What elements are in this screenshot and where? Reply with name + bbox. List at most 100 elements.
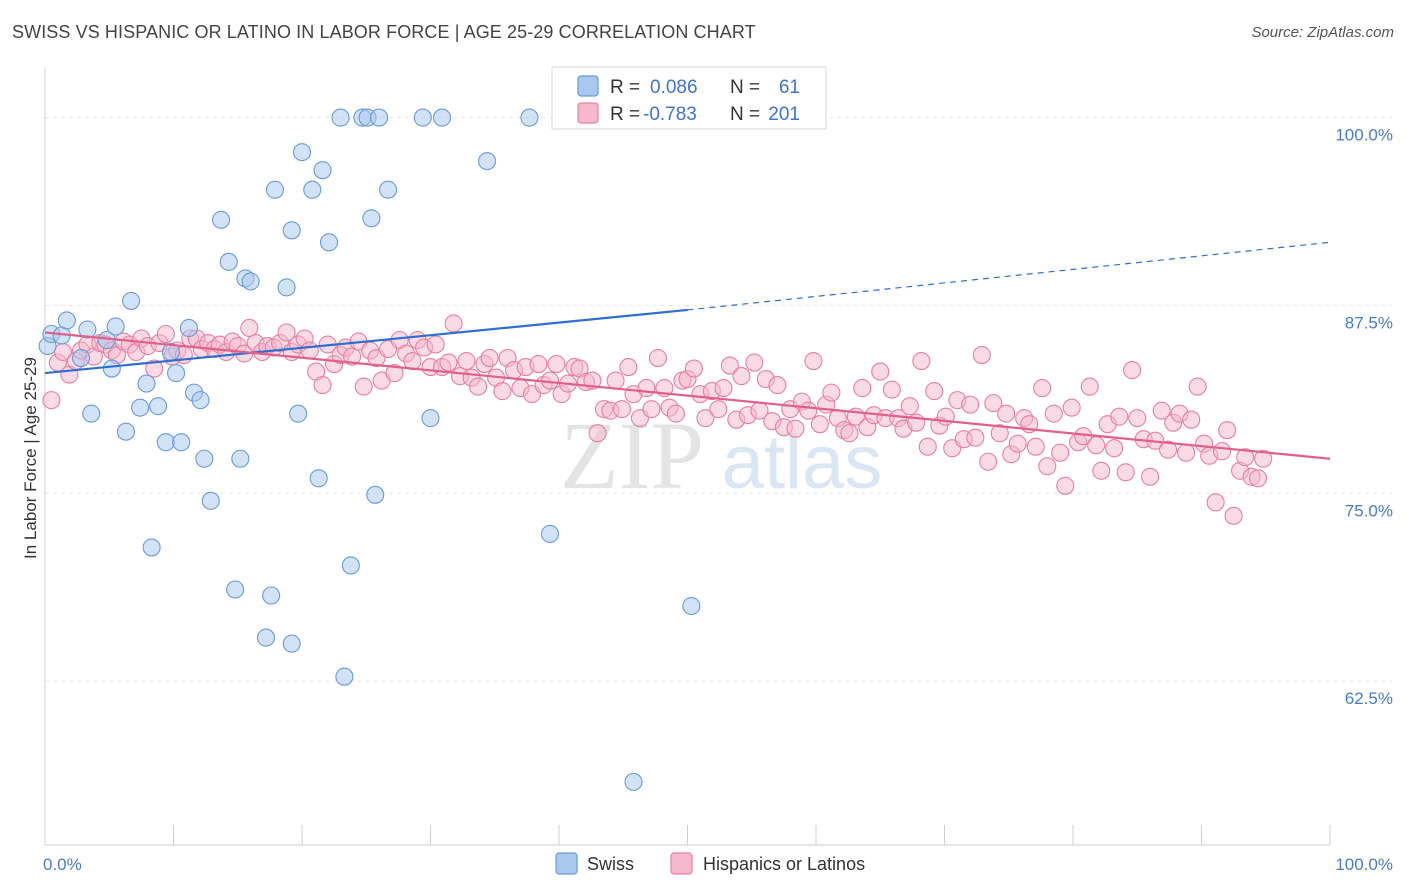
swiss-point-38 — [292, 143, 312, 162]
hisp-point-73 — [480, 348, 499, 368]
swiss-point-27 — [226, 580, 245, 599]
hisp-point-111 — [709, 400, 728, 419]
hisp-point-185 — [1152, 401, 1171, 420]
hisp-point-115 — [732, 367, 751, 386]
hisp-point-159 — [997, 404, 1016, 423]
hisp-point-50 — [343, 347, 362, 366]
swiss-point-41 — [313, 161, 332, 180]
bottom-legend-swiss: Swiss — [587, 854, 634, 874]
hisp-point-101 — [648, 348, 667, 368]
legend-swatch-hisp — [577, 102, 599, 124]
swiss-point-12 — [131, 398, 150, 417]
swiss-point-35 — [282, 221, 301, 240]
hisp-point-189 — [1177, 443, 1196, 462]
hisp-point-91 — [588, 424, 607, 443]
swiss-point-16 — [156, 433, 175, 452]
swiss-point-14 — [142, 538, 161, 557]
hisp-point-104 — [666, 404, 685, 423]
swiss-point-9 — [106, 317, 125, 336]
hisp-point-181 — [1128, 409, 1147, 428]
swiss-point-55 — [477, 152, 497, 171]
hisp-point-107 — [684, 359, 703, 378]
hisp-point-133 — [840, 424, 859, 443]
hisp-point-135 — [853, 379, 872, 398]
bottom-legend-swatch-hisp — [670, 852, 693, 875]
swiss-point-54 — [433, 108, 452, 127]
hisp-point-183 — [1141, 467, 1160, 486]
trend-lines — [44, 241, 1331, 460]
hisp-point-156 — [979, 452, 998, 471]
hisp-point-154 — [966, 428, 985, 447]
hisp-point-71 — [468, 377, 488, 396]
hisp-point-180 — [1123, 361, 1142, 380]
swiss-point-53 — [421, 409, 440, 428]
hisp-point-186 — [1159, 440, 1178, 459]
swiss-point-51 — [379, 180, 398, 199]
hisp-point-164 — [1026, 437, 1045, 456]
legend-swatch-swiss — [577, 75, 599, 97]
swiss-point-58 — [624, 772, 643, 791]
tick-labels: 62.5% 75.0% 87.5% 100.0% 0.0% 100.0% — [43, 126, 1393, 874]
hisp-point-43 — [300, 341, 319, 360]
legend-hisp-n-value: 201 — [768, 104, 800, 125]
hisp-point-94 — [606, 371, 625, 390]
hisp-point-194 — [1206, 493, 1225, 512]
hisp-point-169 — [1056, 476, 1075, 495]
hisp-point-64 — [426, 335, 445, 354]
hisp-point-130 — [822, 383, 841, 402]
swiss-point-8 — [102, 359, 121, 378]
swiss-point-19 — [172, 433, 191, 452]
hisp-point-143 — [900, 397, 919, 416]
hisp-point-158 — [990, 424, 1009, 443]
hisp-point-157 — [984, 394, 1003, 413]
hisp-point-199 — [1236, 448, 1255, 467]
hisp-point-153 — [961, 395, 980, 414]
y-tick-label-2: 87.5% — [1345, 313, 1393, 332]
swiss-point-52 — [413, 108, 432, 127]
swiss-point-36 — [282, 634, 301, 653]
hisp-trend-line — [44, 331, 1331, 460]
top-legend: R = 0.086 N = 61 R = -0.783 N = 201 — [551, 66, 827, 130]
hisp-point-96 — [619, 358, 638, 377]
swiss-point-30 — [241, 272, 260, 291]
bottom-legend-swatch-swiss — [555, 852, 578, 875]
hisp-point-179 — [1116, 463, 1135, 482]
hisp-point-202 — [1254, 449, 1273, 468]
swiss-point-24 — [201, 491, 220, 510]
hisp-point-190 — [1182, 410, 1201, 429]
chart-source: Source: ZipAtlas.com — [1251, 24, 1394, 41]
hisp-point-196 — [1218, 421, 1237, 440]
hisp-point-75 — [493, 382, 512, 401]
hisp-point-146 — [918, 437, 937, 456]
swiss-point-13 — [137, 374, 156, 393]
hisp-point-126 — [799, 401, 818, 420]
swiss-point-10 — [116, 422, 136, 441]
hisp-point-17 — [145, 359, 164, 378]
swiss-point-32 — [262, 586, 281, 605]
hisp-point-81 — [529, 355, 548, 374]
chart-title: SWISS VS HISPANIC OR LATINO IN LABOR FOR… — [12, 22, 756, 42]
swiss-point-57 — [540, 524, 560, 543]
swiss-point-44 — [335, 667, 354, 686]
swiss-point-23 — [195, 449, 214, 468]
hisp-point-138 — [871, 362, 890, 381]
swiss-point-11 — [122, 291, 141, 310]
hisp-point-167 — [1044, 404, 1063, 423]
hisp-point-173 — [1080, 377, 1099, 396]
legend-swiss-n-value: 61 — [779, 77, 800, 98]
hisp-point-168 — [1051, 443, 1070, 462]
hisp-point-100 — [642, 400, 661, 419]
swiss-point-56 — [520, 108, 539, 127]
swiss-points — [38, 108, 701, 791]
swiss-point-37 — [289, 404, 308, 423]
hisp-point-39 — [277, 323, 296, 342]
hisp-point-147 — [925, 382, 944, 401]
hisp-point-170 — [1062, 398, 1081, 417]
hisp-point-99 — [637, 379, 656, 398]
hisp-point-95 — [612, 400, 632, 419]
hispanic-points — [42, 314, 1273, 525]
swiss-point-20 — [179, 318, 198, 338]
hisp-point-0 — [42, 391, 61, 410]
hisp-point-117 — [745, 353, 764, 372]
